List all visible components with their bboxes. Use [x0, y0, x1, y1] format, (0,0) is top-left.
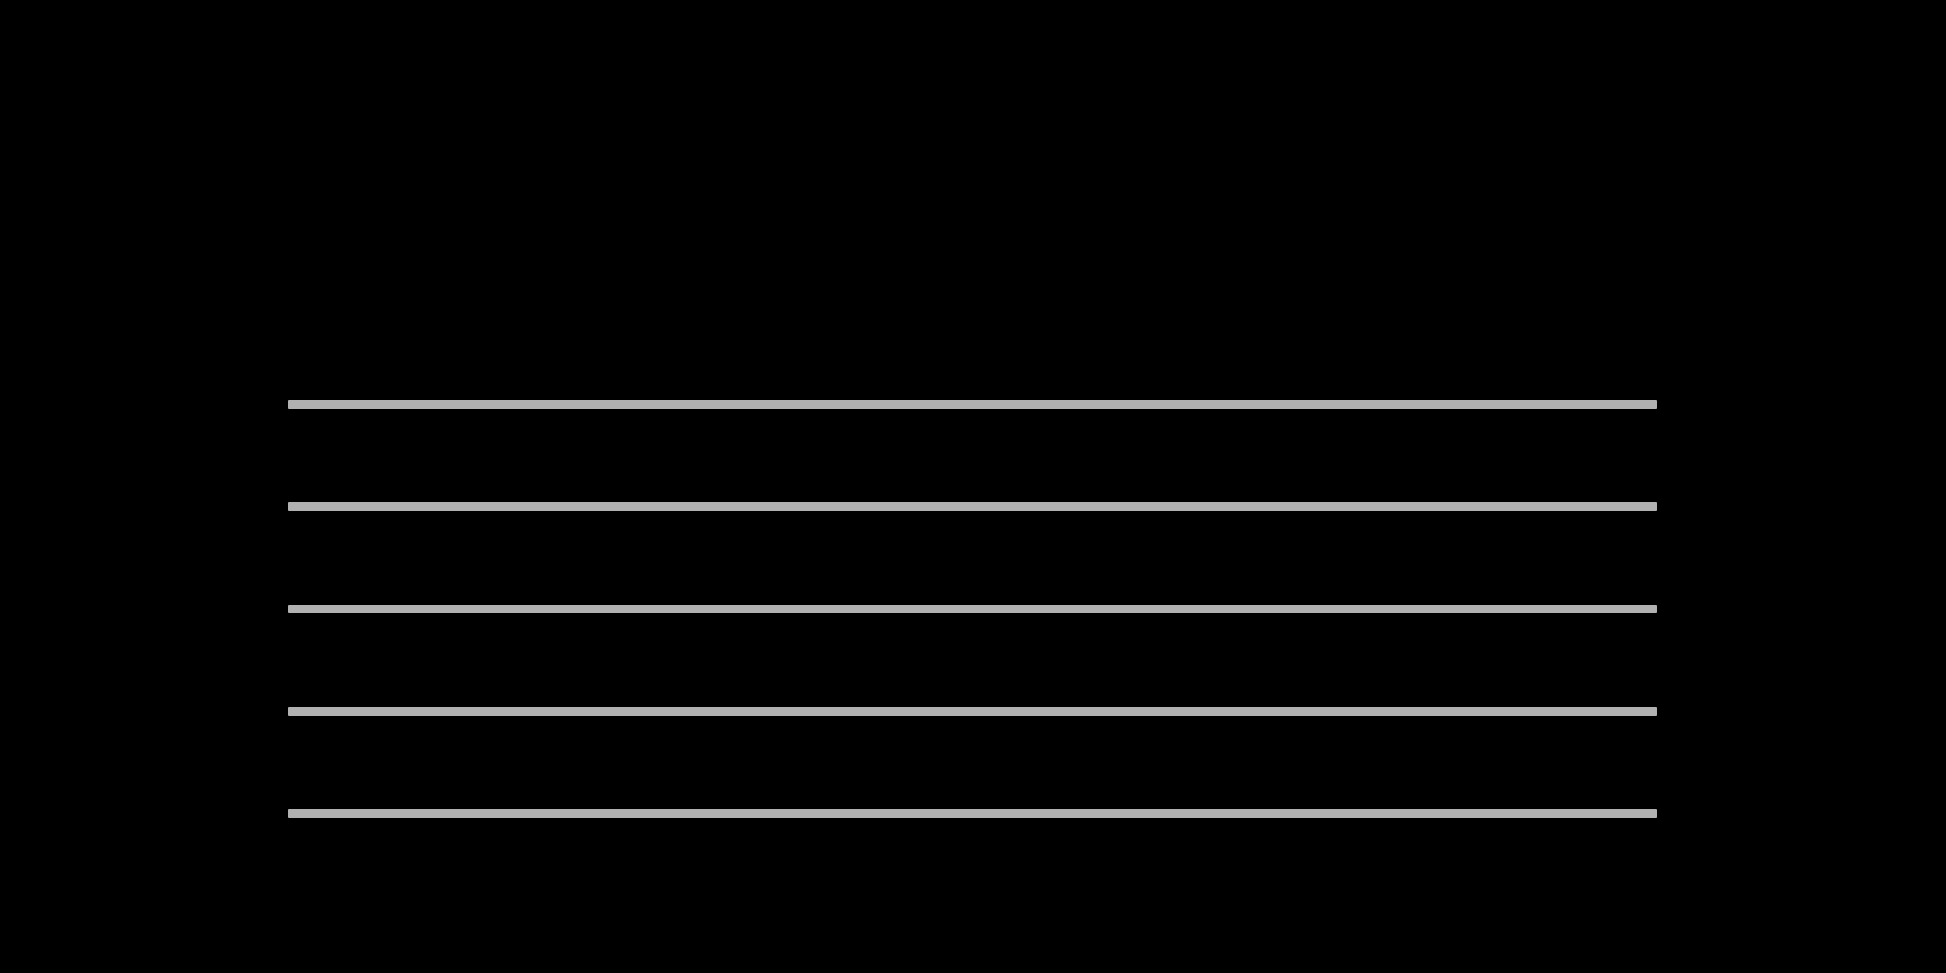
horizontal-gridline [288, 604, 1657, 614]
horizontal-gridline [288, 400, 1657, 409]
horizontal-gridline [288, 809, 1657, 818]
horizontal-gridline [288, 707, 1657, 716]
horizontal-gridline [288, 502, 1657, 511]
